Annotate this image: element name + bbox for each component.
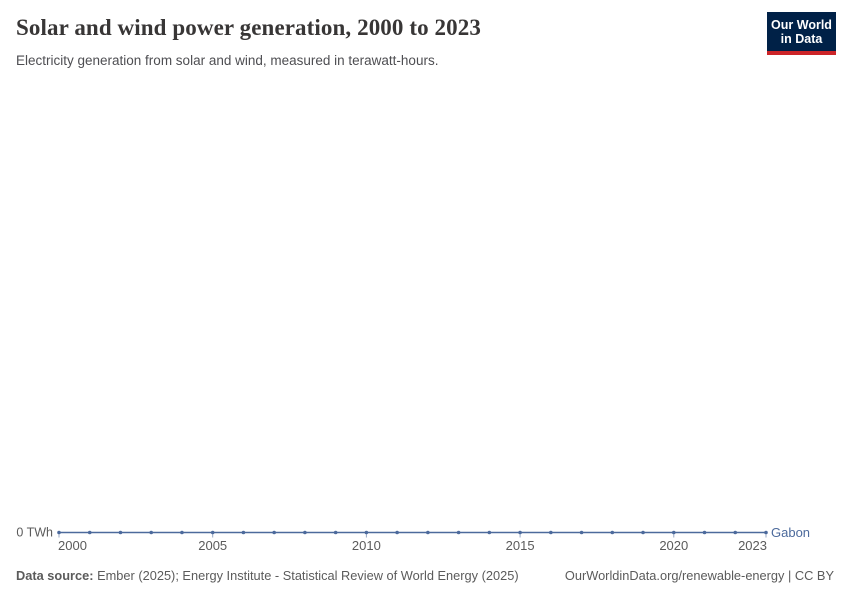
data-point — [426, 530, 430, 535]
series-label-gabon[interactable]: Gabon — [771, 525, 810, 540]
data-point — [333, 530, 338, 535]
data-point — [549, 530, 553, 535]
chart-subtitle: Electricity generation from solar and wi… — [16, 53, 439, 68]
data-source-label: Data source: — [16, 568, 94, 583]
data-point — [364, 530, 369, 535]
owid-logo-line1: Our World — [771, 17, 832, 32]
data-point — [702, 530, 707, 535]
data-point — [671, 530, 676, 535]
owid-logo[interactable]: Our World in Data — [767, 12, 836, 55]
data-point — [733, 530, 738, 535]
data-point — [87, 530, 92, 535]
data-source-text: Ember (2025); Energy Institute - Statist… — [93, 568, 519, 583]
data-point — [149, 530, 154, 535]
data-point — [210, 530, 215, 535]
x-axis-label: 2020 — [659, 538, 688, 553]
license-link[interactable]: OurWorldinData.org/renewable-energy | CC… — [564, 568, 834, 583]
x-axis-label: 2010 — [352, 538, 381, 553]
x-axis-label: 2023 — [738, 538, 767, 553]
y-axis-zero-label: 0 TWh — [16, 526, 53, 540]
data-point — [579, 530, 584, 535]
x-axis-label: 2005 — [198, 538, 227, 553]
data-point — [518, 530, 522, 535]
data-point — [272, 530, 276, 535]
data-source-note: Data source: Ember (2025); Energy Instit… — [16, 568, 519, 583]
owid-logo-line2: in Data — [780, 31, 823, 46]
chart-title: Solar and wind power generation, 2000 to… — [16, 15, 481, 40]
data-point — [764, 530, 768, 535]
data-point — [303, 530, 307, 535]
data-point — [241, 530, 246, 535]
data-point — [180, 530, 184, 535]
data-point — [641, 530, 645, 535]
x-axis-label: 2000 — [58, 538, 87, 553]
data-point — [57, 530, 61, 535]
data-point — [118, 530, 123, 535]
data-point — [610, 530, 615, 535]
data-point — [487, 530, 492, 535]
data-point — [456, 530, 461, 535]
chart-footer: Data source: Ember (2025); Energy Instit… — [16, 568, 834, 583]
data-point — [395, 530, 399, 535]
x-axis-label: 2015 — [506, 538, 535, 553]
